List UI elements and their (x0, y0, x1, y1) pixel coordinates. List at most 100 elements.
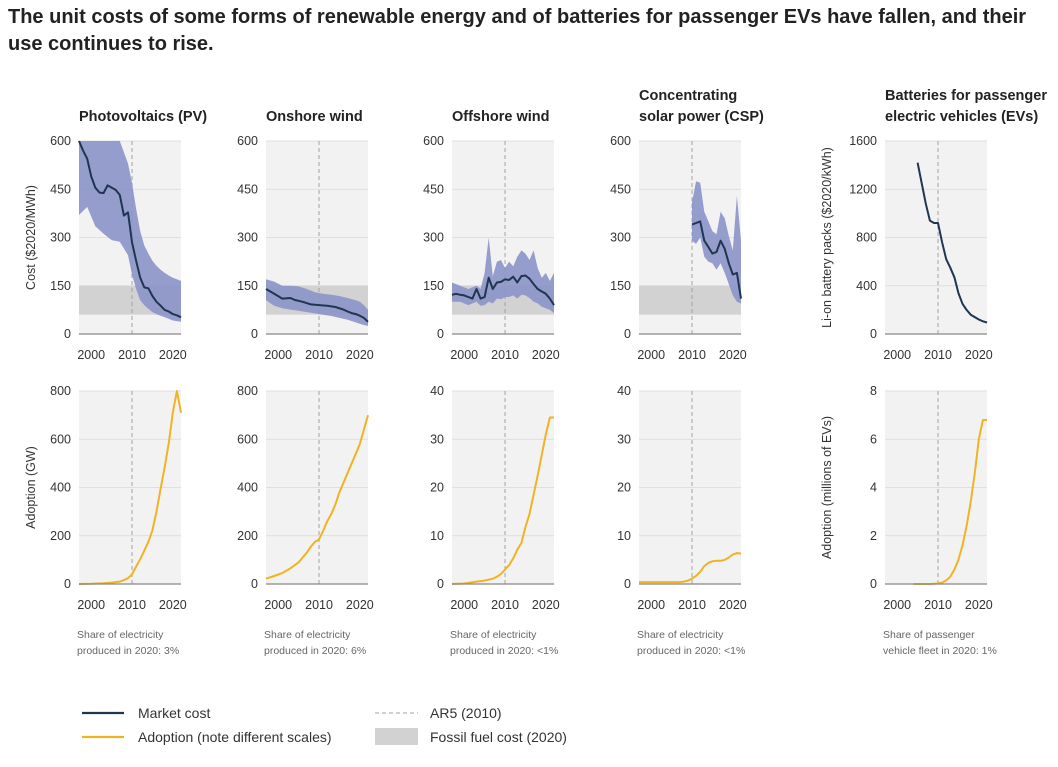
pv-market-cost-line (78, 140, 182, 319)
pv-cost-ytick-label: 300 (50, 231, 71, 245)
ev-adoption-xtick-label: 2020 (965, 598, 993, 612)
csp-panel-title: solar power (CSP) (639, 109, 764, 125)
panel-onshore: Onshore wind 0 150 300 450 600 2000 2010 2020 0 20… (237, 109, 374, 657)
ev-share-note: vehicle fleet in 2020: 1% (883, 645, 997, 657)
pv-cost-xtick-label: 2000 (77, 348, 105, 362)
ev-adoption-ytick-label: 0 (870, 577, 877, 591)
offshore-cost-xtick-label: 2010 (491, 348, 519, 362)
ev-panel-title: Batteries for passenger (885, 88, 1047, 104)
onshore-adoption-ytick-label: 400 (237, 481, 258, 495)
csp-share-note: produced in 2020: <1% (637, 645, 745, 657)
ev-market-cost-line (916, 162, 988, 324)
legend-fossil-label: Fossil fuel cost (2020) (430, 729, 567, 745)
offshore-market-cost-line (451, 274, 555, 306)
figure-title: The unit costs of some forms of renewabl… (8, 6, 1027, 55)
onshore-cost-ytick-label: 450 (237, 182, 258, 196)
ev-share-note: Share of passenger (883, 629, 975, 641)
pv-adoption-ylabel: Adoption (GW) (24, 446, 38, 529)
pv-cost-ytick-label: 600 (50, 134, 71, 148)
onshore-adoption-xtick-label: 2020 (346, 598, 374, 612)
offshore-cost-xtick-label: 2020 (532, 348, 560, 362)
onshore-adoption-ytick-label: 0 (251, 577, 258, 591)
ev-adoption-ytick-label: 6 (870, 432, 877, 446)
pv-adoption-xtick-label: 2000 (77, 598, 105, 612)
legend: Market cost Adoption (note different sca… (82, 705, 567, 745)
ev-adoption-xtick-label: 2010 (924, 598, 952, 612)
pv-adoption-ytick-label: 200 (50, 529, 71, 543)
panel-offshore: Offshore wind 0 150 300 450 600 2000 2010 2020 0 1… (423, 109, 560, 657)
offshore-adoption-ytick-label: 30 (430, 432, 444, 446)
csp-share-note: Share of electricity (637, 629, 724, 641)
ev-adoption-xtick-label: 2000 (883, 598, 911, 612)
onshore-cost-xtick-label: 2020 (346, 348, 374, 362)
onshore-adoption-ytick-label: 200 (237, 529, 258, 543)
offshore-adoption-line (451, 416, 554, 585)
pv-cost-ytick-label: 0 (64, 327, 71, 341)
offshore-adoption-ytick-label: 20 (430, 481, 444, 495)
onshore-cost-ytick-label: 600 (237, 134, 258, 148)
onshore-cost-ytick-label: 300 (237, 231, 258, 245)
offshore-cost-range-band (452, 237, 554, 314)
ev-adoption-ytick-label: 8 (870, 384, 877, 398)
legend-adoption-label: Adoption (note different scales) (138, 729, 332, 745)
csp-cost-xtick-label: 2000 (637, 348, 665, 362)
offshore-adoption-xtick-label: 2020 (532, 598, 560, 612)
onshore-adoption-ytick-label: 800 (237, 384, 258, 398)
csp-cost-xtick-label: 2020 (719, 348, 747, 362)
offshore-adoption-xtick-label: 2010 (491, 598, 519, 612)
pv-adoption-ytick-label: 0 (64, 577, 71, 591)
legend-ar5-label: AR5 (2010) (430, 705, 502, 721)
ev-cost-xtick-label: 2020 (965, 348, 993, 362)
onshore-adoption-ytick-label: 600 (237, 432, 258, 446)
ev-cost-xtick-label: 2010 (924, 348, 952, 362)
pv-cost-ytick-label: 150 (50, 279, 71, 293)
onshore-cost-range-band (266, 279, 368, 326)
onshore-adoption-line (265, 414, 369, 580)
pv-adoption-ytick-label: 400 (50, 481, 71, 495)
ev-adoption-ytick-label: 2 (870, 529, 877, 543)
pv-adoption-xtick-label: 2020 (159, 598, 187, 612)
offshore-cost-ytick-label: 0 (437, 327, 444, 341)
csp-cost-ytick-label: 600 (610, 134, 631, 148)
csp-cost-xtick-label: 2010 (678, 348, 706, 362)
pv-share-note: Share of electricity (77, 629, 164, 641)
pv-adoption-ytick-label: 800 (50, 384, 71, 398)
pv-cost-ytick-label: 450 (50, 182, 71, 196)
pv-share-note: produced in 2020: 3% (77, 645, 179, 657)
offshore-share-note: Share of electricity (450, 629, 537, 641)
legend-fossil-swatch (375, 728, 418, 745)
pv-cost-xtick-label: 2020 (159, 348, 187, 362)
onshore-share-note: Share of electricity (264, 629, 351, 641)
offshore-share-note: produced in 2020: <1% (450, 645, 558, 657)
csp-fossil-fuel-band (639, 285, 741, 315)
offshore-cost-ytick-label: 600 (423, 134, 444, 148)
ev-cost-ytick-label: 800 (856, 231, 877, 245)
csp-adoption-xtick-label: 2010 (678, 598, 706, 612)
ev-panel-title: electric vehicles (EVs) (885, 109, 1038, 125)
onshore-share-note: produced in 2020: 6% (264, 645, 366, 657)
csp-adoption-line (639, 552, 742, 584)
onshore-cost-ytick-label: 150 (237, 279, 258, 293)
csp-adoption-ytick-label: 30 (617, 432, 631, 446)
offshore-adoption-ytick-label: 40 (430, 384, 444, 398)
onshore-adoption-xtick-label: 2000 (264, 598, 292, 612)
ev-cost-ytick-label: 400 (856, 279, 877, 293)
ev-cost-ytick-label: 1600 (849, 134, 877, 148)
legend-market-cost-label: Market cost (138, 705, 210, 721)
onshore-panel-title: Onshore wind (266, 109, 363, 125)
onshore-cost-xtick-label: 2010 (305, 348, 333, 362)
csp-adoption-ytick-label: 20 (617, 481, 631, 495)
csp-panel-title: Concentrating (639, 88, 737, 104)
ev-cost-ytick-label: 0 (870, 327, 877, 341)
csp-adoption-ytick-label: 40 (617, 384, 631, 398)
offshore-cost-ytick-label: 300 (423, 231, 444, 245)
csp-market-cost-line (691, 220, 742, 299)
csp-adoption-ytick-label: 10 (617, 529, 631, 543)
csp-adoption-xtick-label: 2020 (719, 598, 747, 612)
onshore-market-cost-line (265, 288, 369, 323)
ev-cost-ylabel: Li-on battery packs ($2020/kWh) (820, 147, 834, 328)
offshore-cost-xtick-label: 2000 (450, 348, 478, 362)
